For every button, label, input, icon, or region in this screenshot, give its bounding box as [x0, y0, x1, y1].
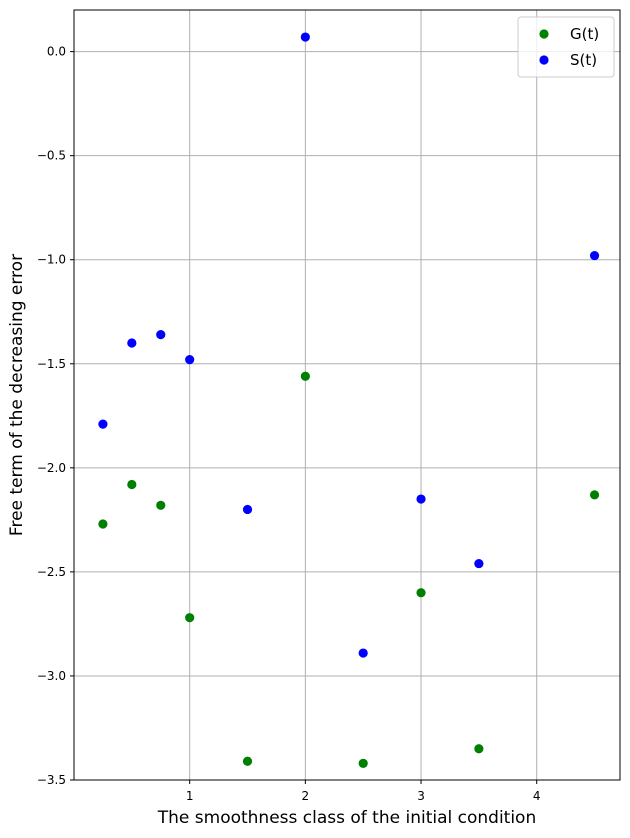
data-point-gt [127, 479, 137, 490]
data-point-st [185, 355, 195, 365]
legend: G(t) S(t) [517, 16, 615, 78]
x-tick-label: 4 [533, 789, 541, 803]
data-point-st [474, 558, 484, 569]
y-tick-label: −0.5 [37, 149, 66, 163]
legend-marker [539, 29, 549, 39]
data-point-st [300, 32, 310, 42]
y-tick-label: −1.5 [37, 357, 66, 371]
legend-label: S(t) [570, 51, 597, 69]
y-tick-label: −2.5 [37, 565, 66, 579]
y-tick-label: −3.0 [37, 669, 66, 683]
data-point-st [416, 494, 426, 504]
x-axis-label: The smoothness class of the initial cond… [157, 808, 536, 828]
legend-marker [539, 55, 549, 65]
data-points [98, 32, 600, 768]
data-point-gt [474, 744, 484, 754]
y-tick-label: 0.0 [47, 45, 66, 59]
y-axis-ticks: 0.0 −0.5 −1.0 −1.5 −2.0 −2.5 −3.0 −3.5 [37, 45, 74, 787]
x-tick-label: 1 [186, 789, 194, 803]
plot-frame [73, 9, 621, 781]
legend-label: G(t) [570, 25, 599, 43]
x-tick-label: 2 [302, 789, 310, 803]
y-tick-label: −2.0 [37, 461, 66, 475]
y-axis-label: Free term of the decreasing error [7, 254, 27, 536]
x-tick-label: 3 [417, 789, 425, 803]
data-point-st [242, 504, 253, 515]
data-point-gt [416, 588, 426, 598]
data-point-st [589, 250, 600, 261]
data-point-gt [300, 371, 310, 381]
data-point-st [127, 338, 137, 348]
y-tick-label: −1.0 [37, 253, 66, 267]
legend-box [517, 16, 615, 78]
data-point-gt [358, 758, 368, 768]
data-point-st [98, 419, 108, 429]
data-point-gt [156, 500, 166, 510]
y-tick-label: −3.5 [37, 773, 66, 787]
data-point-st [358, 648, 368, 658]
data-point-st [156, 330, 166, 340]
data-point-gt [98, 519, 108, 529]
data-point-gt [185, 613, 195, 623]
data-point-gt [242, 756, 253, 766]
data-point-gt [589, 490, 600, 500]
x-axis-ticks: 1 2 3 4 [186, 780, 541, 803]
